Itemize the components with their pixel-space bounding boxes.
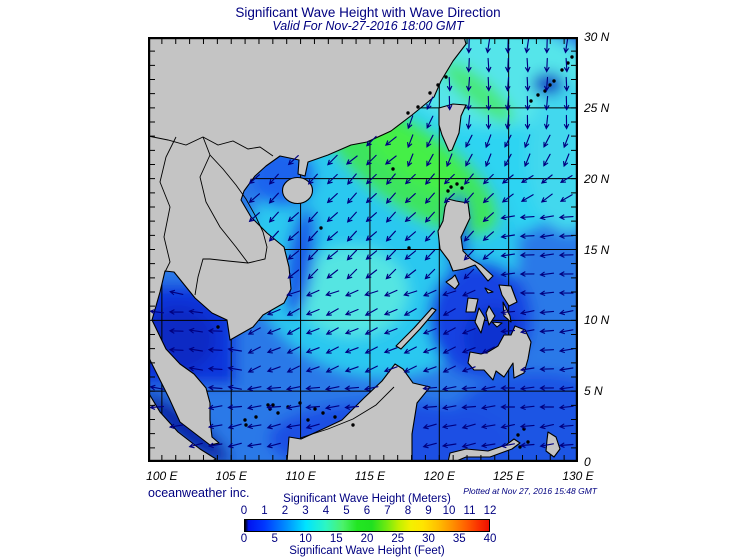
colorbar-tick-label-meters: 2 xyxy=(281,505,289,517)
colorbar-tick-label-feet: 0 xyxy=(240,533,248,545)
y-axis-label: 30 N xyxy=(584,30,610,44)
colorbar-tick-label-feet: 10 xyxy=(299,533,312,545)
wave-height-map xyxy=(147,36,579,463)
x-axis-label: 120 E xyxy=(423,469,455,483)
colorbar-tick-label-feet: 30 xyxy=(422,533,435,545)
colorbar-tick-label-feet: 5 xyxy=(271,533,278,545)
colorbar-tick-label-meters: 1 xyxy=(261,505,268,517)
colorbar-tick-label-meters: 5 xyxy=(343,505,350,517)
x-axis-label: 125 E xyxy=(492,469,525,483)
colorbar-tick-label-meters: 11 xyxy=(463,505,476,517)
colorbar-tick-label-meters: 4 xyxy=(322,505,330,517)
colorbar-tick-label-meters: 12 xyxy=(483,505,497,517)
country-borders xyxy=(148,135,395,439)
colorbar-gradient xyxy=(244,519,490,532)
colorbar-tick-label-feet: 25 xyxy=(391,533,405,545)
colorbar-tick-label-meters: 0 xyxy=(240,505,248,517)
plotted-at-text: Plotted at Nov 27, 2016 15:48 GMT xyxy=(463,486,597,496)
colorbar-tick-label-feet: 15 xyxy=(329,533,343,545)
colorbar-tick-label-feet: 35 xyxy=(452,533,466,545)
colorbar-tick-label-feet: 40 xyxy=(483,533,497,545)
y-axis-label: 10 N xyxy=(584,313,610,328)
colorbar-tick-label-meters: 7 xyxy=(384,505,391,517)
chart-subtitle: Valid For Nov-27-2016 18:00 GMT xyxy=(272,19,464,33)
colorbar-tick-label-meters: 10 xyxy=(442,505,456,517)
y-axis-label: 20 N xyxy=(584,171,610,186)
x-axis-label: 105 E xyxy=(215,469,247,483)
landmasses xyxy=(148,37,561,462)
map-frame-border xyxy=(147,36,579,463)
colorbar-title-feet: Significant Wave Height (Feet) xyxy=(289,545,445,557)
x-axis-label: 110 E xyxy=(285,469,316,483)
colorbar-tick-label-meters: 3 xyxy=(302,505,309,517)
x-axis-label: 130 E xyxy=(562,469,594,483)
y-axis-label: 25 N xyxy=(584,100,610,115)
wave-direction-arrows xyxy=(149,38,574,449)
chart-title: Significant Wave Height with Wave Direct… xyxy=(235,5,501,20)
colorbar-title-meters: Significant Wave Height (Meters) xyxy=(283,493,451,505)
y-axis-label: 15 N xyxy=(584,242,610,257)
credit-text: oceanweather inc. xyxy=(148,486,250,500)
x-axis-label: 100 E xyxy=(146,469,178,483)
colorbar-tick-label-meters: 8 xyxy=(404,505,412,517)
y-axis-label: 0 xyxy=(584,455,591,469)
x-axis-label: 115 E xyxy=(354,469,386,483)
map-frame-ticks xyxy=(150,39,576,460)
colorbar-tick-label-feet: 20 xyxy=(360,533,374,545)
small-islands xyxy=(216,55,574,449)
colorbar-tick-label-meters: 9 xyxy=(425,505,432,517)
map-canvas xyxy=(147,36,579,463)
colorbar-tick-label-meters: 6 xyxy=(363,505,371,517)
y-axis-label: 5 N xyxy=(584,384,603,399)
